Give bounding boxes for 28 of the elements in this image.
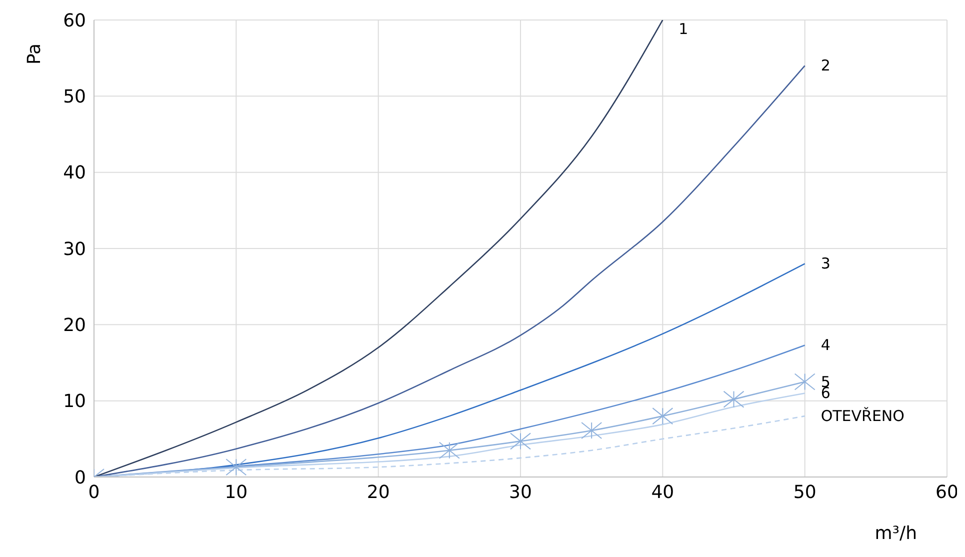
series-label: 4 xyxy=(820,336,830,354)
x-tick-label: 10 xyxy=(224,482,248,503)
point xyxy=(510,432,531,450)
x-tick-label: 30 xyxy=(509,482,532,503)
x-tick-label: 40 xyxy=(651,482,674,503)
point xyxy=(226,458,247,476)
series-label: 3 xyxy=(820,254,830,273)
y-tick-label: 50 xyxy=(63,86,86,108)
y-axis-title: Pa xyxy=(24,43,45,65)
y-tick-label: 20 xyxy=(63,315,86,336)
x-tick-label: 50 xyxy=(793,482,816,503)
x-axis-title: m³/h xyxy=(874,523,917,544)
series-label: 2 xyxy=(820,56,830,75)
y-tick-label: 10 xyxy=(63,391,86,412)
y-tick-label: 30 xyxy=(63,238,86,260)
x-tick-label: 20 xyxy=(366,482,390,503)
point xyxy=(438,442,460,459)
point xyxy=(723,390,744,408)
series-label: 1 xyxy=(678,20,688,38)
x-tick-label: 0 xyxy=(88,482,100,503)
y-tick-label: 60 xyxy=(63,10,86,32)
point xyxy=(652,408,674,425)
y-tick-label: 0 xyxy=(74,467,86,488)
point xyxy=(794,373,816,390)
series-label: OTEVŘENO xyxy=(820,407,904,426)
y-tick-label: 40 xyxy=(63,162,86,184)
x-tick-label: 60 xyxy=(936,482,958,503)
point xyxy=(581,422,602,440)
